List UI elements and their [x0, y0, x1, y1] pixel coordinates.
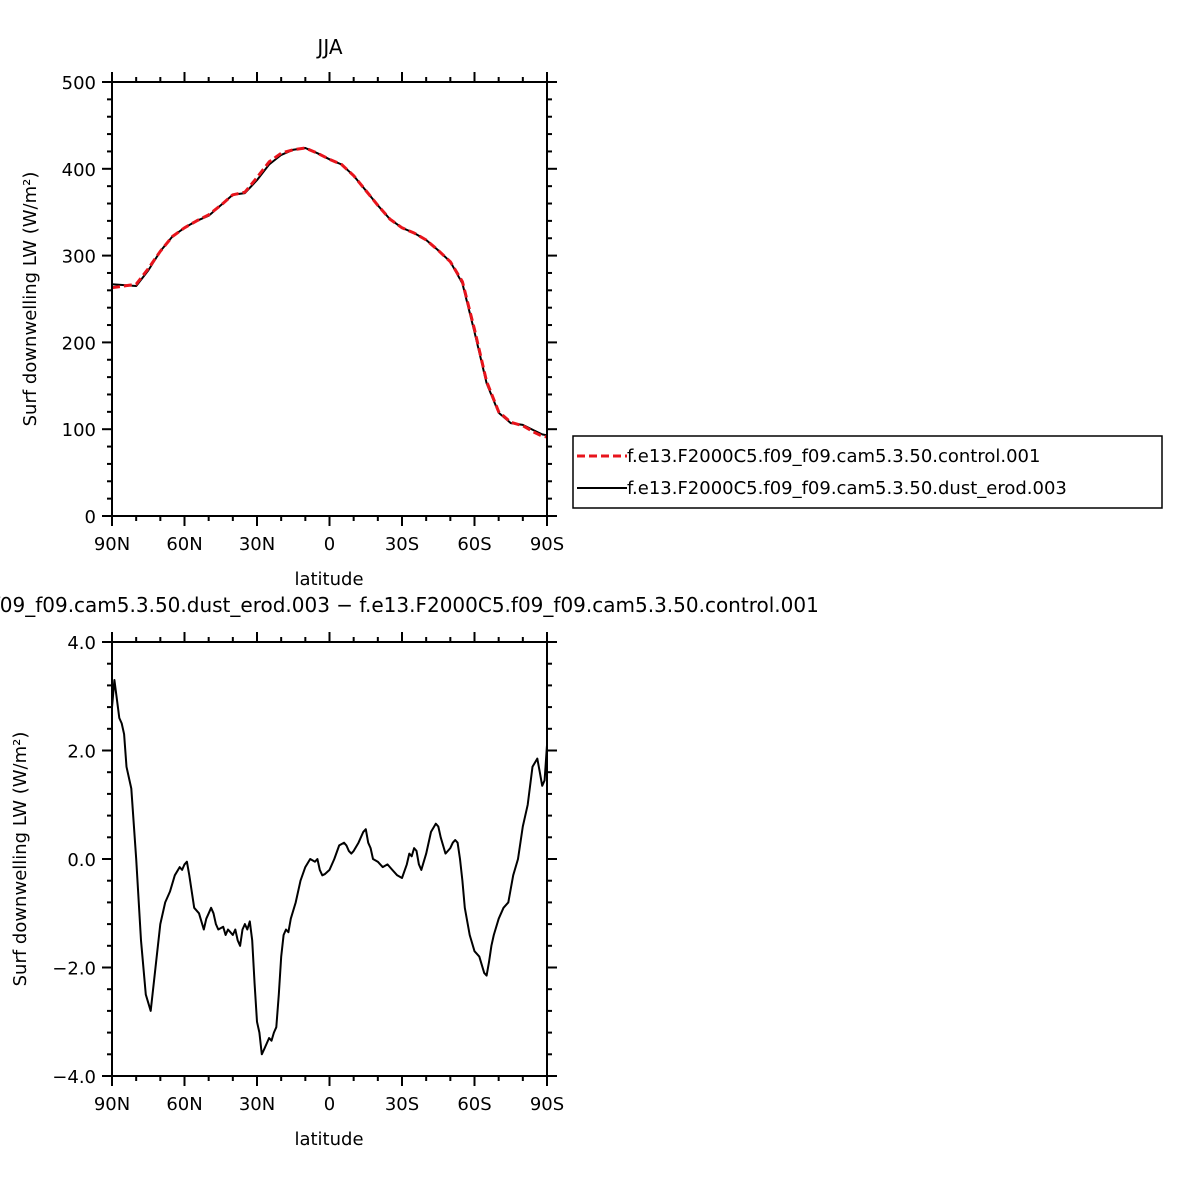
bottom-x-tick-label: 60S [457, 1094, 491, 1115]
top-x-tick-label: 90S [530, 534, 564, 555]
bottom-series-line-0 [111, 679, 548, 1056]
bottom-y-tick-label: 2.0 [67, 742, 96, 763]
top-x-tick-label: 0 [324, 534, 335, 555]
legend-label-control: f.e13.F2000C5.f09_f09.cam5.3.50.control.… [627, 446, 1040, 467]
bottom-y-axis-label: Surf downwelling LW (W/m²) [10, 732, 31, 987]
bottom-x-tick-label: 30N [239, 1094, 275, 1115]
bottom-panel: f.e13.F2000C5.f09_f09.cam5.3.50.dust_ero… [0, 593, 819, 1150]
top-series-group [111, 146, 548, 439]
bottom-x-tick-label: 30S [385, 1094, 419, 1115]
top-y-axis-label: Surf downwelling LW (W/m²) [20, 172, 41, 427]
legend-label-dust-erod: f.e13.F2000C5.f09_f09.cam5.3.50.dust_ero… [627, 478, 1067, 499]
bottom-y-tick-label: −4.0 [52, 1067, 96, 1088]
top-chart-title: JJA [315, 35, 342, 59]
legend-box [572, 435, 1163, 509]
top-axis-ticks [102, 72, 557, 526]
bottom-tick-labels: 90N 60N 30N 0 30S 60S 90S −4.0 −2.0 0.0 2.0 4.0 [52, 633, 564, 1115]
top-series-line-1 [111, 147, 548, 437]
bottom-x-tick-label: 90S [530, 1094, 564, 1115]
top-y-tick-label: 200 [62, 333, 96, 354]
top-panel: JJA 90N 60N 30N 0 30S 60S 90S0100200300400500 … [20, 35, 564, 590]
bottom-x-axis-label: latitude [294, 1129, 363, 1150]
top-tick-labels: 90N 60N 30N 0 30S 60S 90S 0 100 200 300 400 500 [62, 73, 565, 555]
top-y-tick-label: 300 [62, 247, 96, 268]
top-x-tick-label: 30N [239, 534, 275, 555]
bottom-axis-ticks [102, 632, 557, 1086]
top-x-tick-label: 90N [94, 534, 130, 555]
top-y-tick-label: 100 [62, 420, 96, 441]
top-y-tick-label: 400 [62, 160, 96, 181]
top-x-tick-label: 30S [385, 534, 419, 555]
top-x-tick-label: 60N [166, 534, 202, 555]
top-x-tick-label: 60S [457, 534, 491, 555]
top-y-tick-label: 0 [85, 507, 96, 528]
top-y-tick-label: 500 [62, 73, 96, 94]
top-plot-frame [111, 81, 548, 517]
top-x-axis-label: latitude [294, 569, 363, 590]
bottom-plot-frame [111, 641, 548, 1077]
bottom-y-tick-label: 0.0 [67, 850, 96, 871]
top-series-line-0 [111, 146, 548, 439]
bottom-y-tick-label: 4.0 [67, 633, 96, 654]
bottom-x-tick-label: 90N [94, 1094, 130, 1115]
bottom-series-group [111, 679, 548, 1056]
legend: f.e13.F2000C5.f09_f09.cam5.3.50.control.… [572, 435, 1163, 509]
bottom-x-tick-label: 60N [166, 1094, 202, 1115]
bottom-y-tick-label: −2.0 [52, 959, 96, 980]
bottom-x-tick-label: 0 [324, 1094, 335, 1115]
bottom-chart-title: f.e13.F2000C5.f09_f09.cam5.3.50.dust_ero… [0, 593, 819, 617]
